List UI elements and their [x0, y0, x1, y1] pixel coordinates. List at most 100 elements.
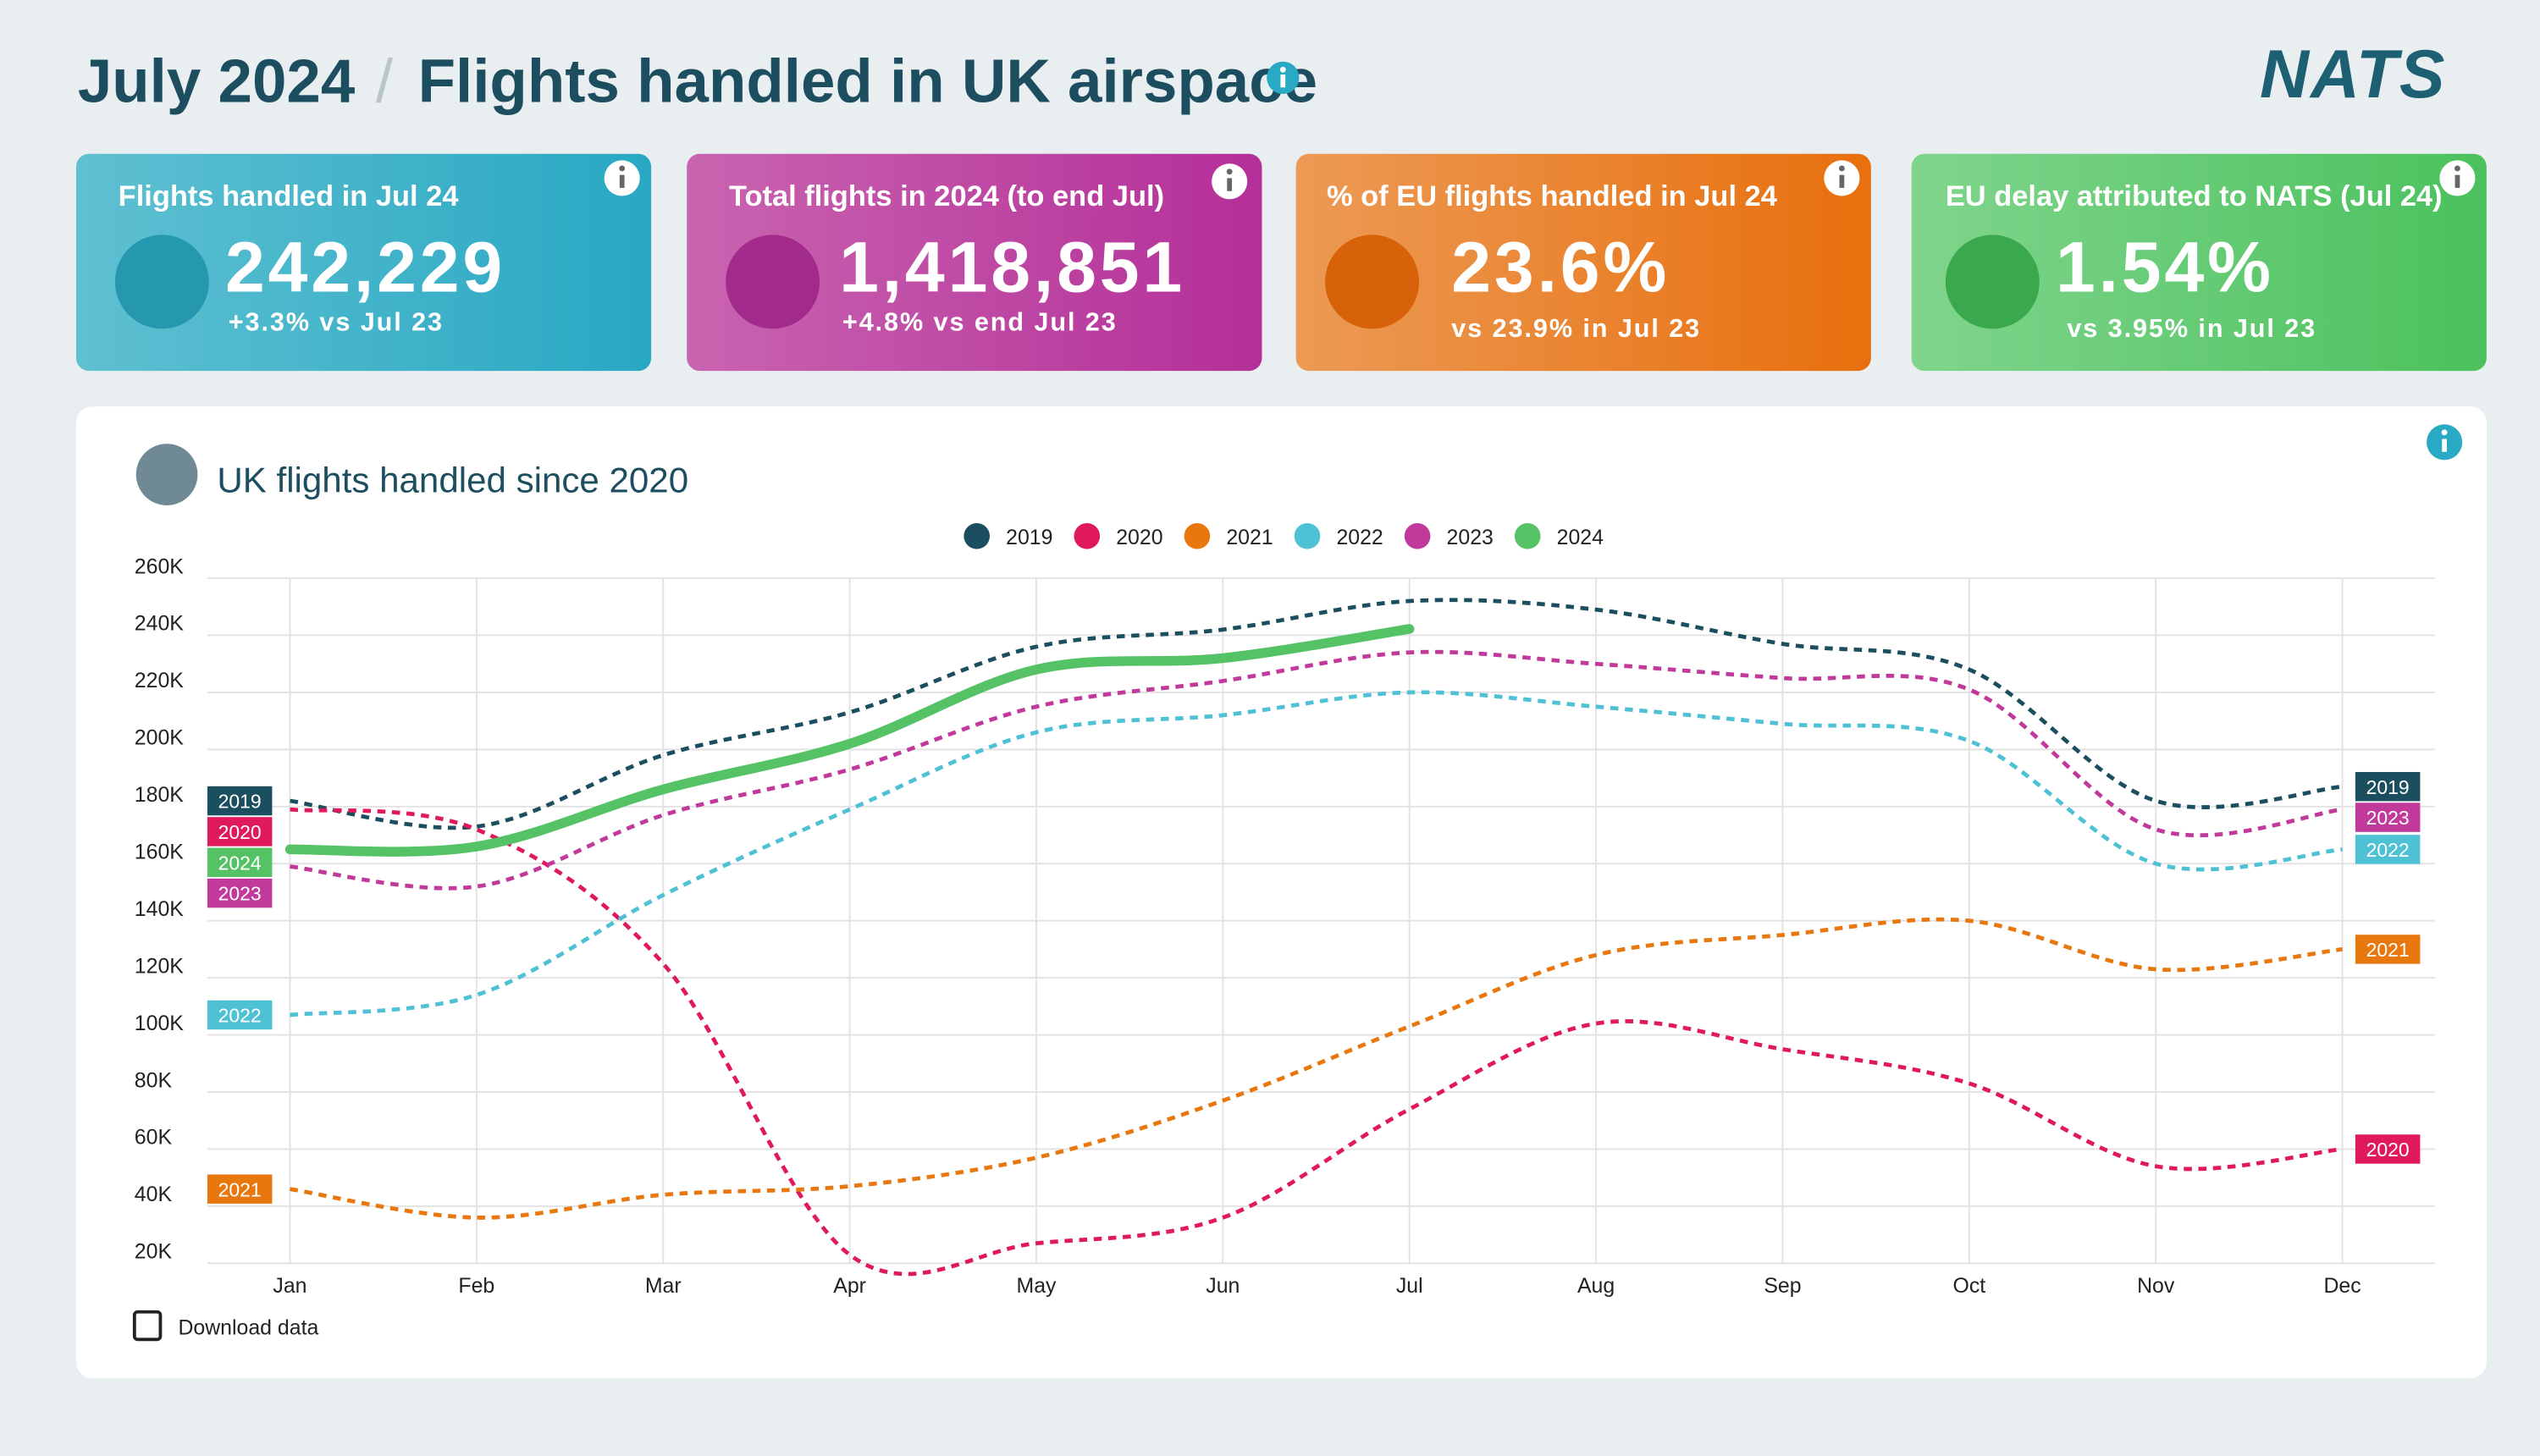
legend-label: 2019 [1006, 526, 1052, 549]
card-icon [114, 234, 209, 329]
series-tag-box [207, 878, 273, 908]
card-label: Total flights in 2024 (to end Jul) [728, 179, 1165, 212]
y-tick-label: 20K [135, 1240, 173, 1264]
y-tick-label: 160K [135, 841, 184, 864]
series-line [290, 649, 2343, 891]
x-tick-label: Apr [833, 1274, 866, 1298]
download-link[interactable]: Download data [178, 1316, 318, 1340]
info-icon-stem [1227, 178, 1233, 191]
separator: / [375, 48, 394, 117]
y-tick-label: 60K [135, 1126, 173, 1150]
info-icon[interactable] [2427, 424, 2463, 461]
card-label: Flights handled in Jul 24 [118, 179, 459, 212]
page-title: Flights handled in UK airspace [417, 48, 1318, 117]
info-icon[interactable] [1212, 163, 1248, 200]
info-icon[interactable] [1265, 60, 1300, 96]
series-tag-box [2355, 802, 2421, 832]
kpi-card: Total flights in 2024 (to end Jul) 1,418… [687, 153, 1262, 372]
series-tag-box [2355, 935, 2421, 964]
series-tag: 2023 [2366, 807, 2410, 829]
series-tag: 2022 [218, 1005, 262, 1027]
series-tag: 2019 [218, 791, 262, 813]
series-line [284, 624, 1415, 857]
card-value: 242,229 [224, 228, 506, 308]
info-icon-dot [619, 165, 626, 172]
x-tick-label: Mar [645, 1274, 682, 1298]
y-tick-label: 40K [135, 1183, 173, 1206]
y-tick-label: 260K [135, 554, 184, 578]
y-tick-label: 140K [135, 897, 184, 921]
x-tick-label: Sep [1764, 1274, 1801, 1298]
series-tag: 2021 [218, 1178, 262, 1200]
card-value: 1,418,851 [839, 228, 1186, 308]
card-value: 1.54% [2055, 228, 2274, 308]
card-icon [1945, 234, 2040, 329]
info-icon-stem [2454, 174, 2460, 188]
series-line [290, 917, 2343, 1220]
legend-label: 2020 [1116, 526, 1162, 549]
y-tick-label: 100K [135, 1012, 184, 1035]
card-value: 23.6% [1451, 228, 1670, 308]
series-line [290, 690, 2343, 1018]
logo: NATS [2260, 36, 2447, 113]
info-icon[interactable] [2439, 160, 2476, 196]
y-tick-label: 200K [135, 726, 184, 750]
series-tag: 2023 [218, 883, 262, 905]
card-label: EU delay attributed to NATS (Jul 24) [1945, 179, 2443, 212]
y-tick-label: 240K [135, 612, 184, 636]
series-tag-box [2355, 835, 2421, 864]
x-tick-label: Dec [2323, 1274, 2361, 1298]
y-tick-label: 120K [135, 954, 184, 978]
x-tick-label: Nov [2137, 1274, 2175, 1298]
series-tag-box [207, 817, 273, 847]
info-icon-dot [1226, 168, 1233, 175]
info-icon[interactable] [1824, 160, 1860, 196]
kpi-card: Flights handled in Jul 24 242,229 +3.3% … [75, 153, 652, 372]
card-change: vs 23.9% in Jul 23 [1451, 316, 1702, 344]
series-tag: 2020 [2366, 1139, 2410, 1161]
card-label: % of EU flights handled in Jul 24 [1326, 179, 1777, 212]
card-icon [726, 234, 820, 329]
legend-marker [1294, 522, 1321, 549]
legend-marker [1074, 522, 1101, 549]
info-icon-dot [1838, 165, 1845, 172]
series-tag: 2020 [218, 821, 262, 843]
info-icon[interactable] [604, 160, 640, 196]
y-tick-label: 180K [135, 783, 184, 807]
series-line [290, 598, 2343, 830]
legend-marker [1514, 522, 1541, 549]
series-tag: 2024 [218, 852, 262, 874]
x-tick-label: May [1016, 1274, 1057, 1298]
x-tick-label: Aug [1577, 1274, 1615, 1298]
x-tick-label: Jan [273, 1274, 306, 1298]
x-tick-label: Feb [458, 1274, 494, 1298]
series-tag-box [2355, 771, 2421, 802]
card-change: vs 3.95% in Jul 23 [2067, 316, 2317, 344]
legend-marker [1404, 522, 1431, 549]
x-tick-label: Jul [1396, 1274, 1423, 1298]
info-icon-dot [2454, 165, 2460, 172]
kpi-card: EU delay attributed to NATS (Jul 24) 1.5… [1911, 153, 2487, 372]
legend-label: 2024 [1557, 526, 1604, 549]
series-tag: 2022 [2366, 839, 2410, 861]
card-change: +4.8% vs end Jul 23 [842, 309, 1118, 337]
series-tag: 2021 [2366, 939, 2410, 961]
info-icon-stem [1839, 174, 1845, 188]
card-change: +3.3% vs Jul 23 [228, 309, 444, 337]
legend-label: 2023 [1447, 526, 1494, 549]
info-icon-stem [2442, 438, 2447, 452]
series-tag-box [207, 1000, 273, 1030]
series-tag: 2019 [2366, 776, 2410, 798]
chart-title: UK flights handled since 2020 [217, 461, 688, 500]
info-icon-stem [619, 174, 625, 188]
kpi-card: % of EU flights handled in Jul 24 23.6% … [1295, 153, 1871, 372]
legend-marker [964, 522, 991, 549]
series-tag-box [207, 847, 273, 877]
y-tick-label: 220K [135, 669, 184, 692]
legend-label: 2022 [1336, 526, 1383, 549]
series-tag-box [207, 786, 273, 816]
card-icon [1325, 234, 1420, 329]
legend-marker [1184, 522, 1211, 549]
